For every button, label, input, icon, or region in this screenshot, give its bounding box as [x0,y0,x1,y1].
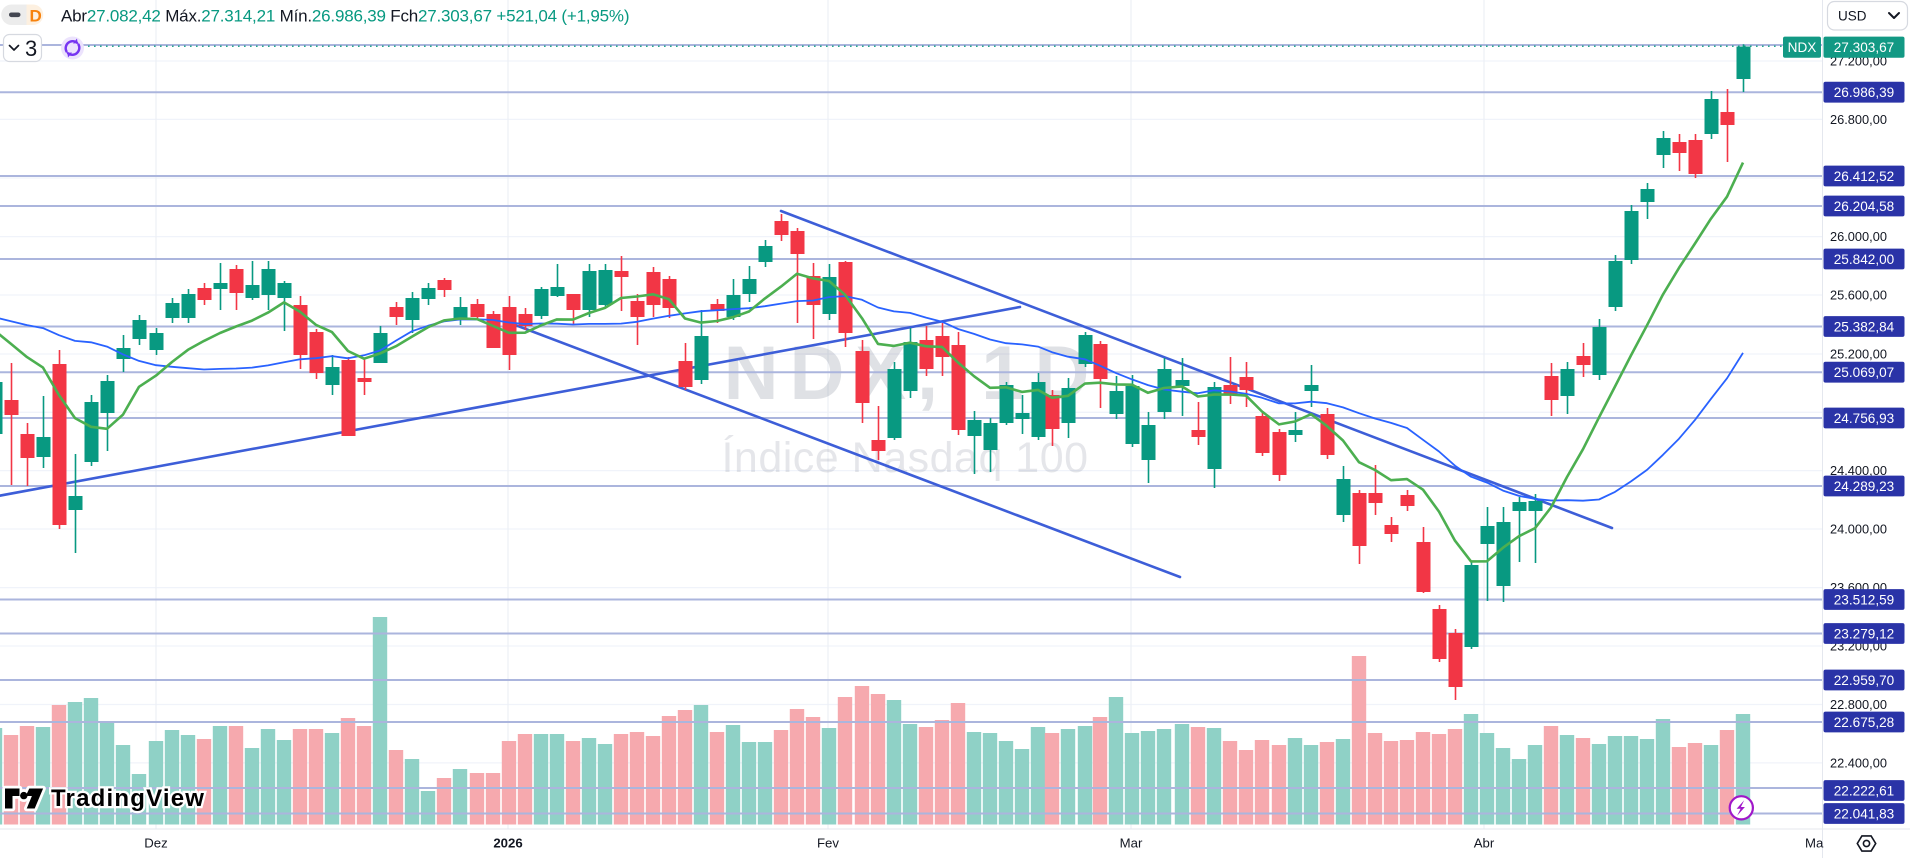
svg-text:26.412,52: 26.412,52 [1834,169,1894,184]
svg-text:25.200,00: 25.200,00 [1830,347,1887,362]
svg-text:Índice Nasdaq 100: Índice Nasdaq 100 [721,434,1088,482]
svg-text:USD: USD [1838,9,1867,24]
svg-text:Abr: Abr [1474,836,1495,851]
svg-text:25.069,07: 25.069,07 [1834,365,1894,380]
svg-text:NDX: NDX [1788,40,1817,55]
svg-text:26.986,39: 26.986,39 [1834,85,1894,100]
svg-text:Abr27.082,42 Máx.27.314,21 Mín: Abr27.082,42 Máx.27.314,21 Mín.26.986,39… [61,7,629,26]
svg-text:23.279,12: 23.279,12 [1834,626,1894,641]
svg-text:23.512,59: 23.512,59 [1834,592,1894,607]
svg-text:26.204,58: 26.204,58 [1834,199,1894,214]
svg-text:24.000,00: 24.000,00 [1830,522,1887,537]
svg-text:24.756,93: 24.756,93 [1834,411,1894,426]
svg-text:Fev: Fev [817,836,839,851]
svg-text:Mar: Mar [1120,836,1143,851]
svg-text:22.800,00: 22.800,00 [1830,697,1887,712]
svg-text:Dez: Dez [144,836,167,851]
svg-text:22.675,28: 22.675,28 [1834,715,1894,730]
svg-text:25.600,00: 25.600,00 [1830,288,1887,303]
svg-text:22.222,61: 22.222,61 [1834,783,1894,798]
svg-text:22.959,70: 22.959,70 [1834,673,1895,688]
svg-text:Ma: Ma [1805,836,1824,851]
svg-text:22.400,00: 22.400,00 [1830,755,1887,770]
svg-text:2026: 2026 [493,836,522,851]
svg-text:3: 3 [25,36,37,61]
svg-text:26.000,00: 26.000,00 [1830,229,1887,244]
svg-text:27.303,67: 27.303,67 [1834,40,1894,55]
svg-text:22.041,83: 22.041,83 [1834,806,1894,821]
svg-text:25.382,84: 25.382,84 [1834,319,1895,334]
svg-text:24.400,00: 24.400,00 [1830,463,1887,478]
svg-text:26.800,00: 26.800,00 [1830,112,1887,127]
svg-text:D: D [30,7,42,26]
svg-text:25.842,00: 25.842,00 [1834,252,1895,267]
svg-text:TradingView: TradingView [51,785,205,812]
svg-text:24.289,23: 24.289,23 [1834,479,1894,494]
